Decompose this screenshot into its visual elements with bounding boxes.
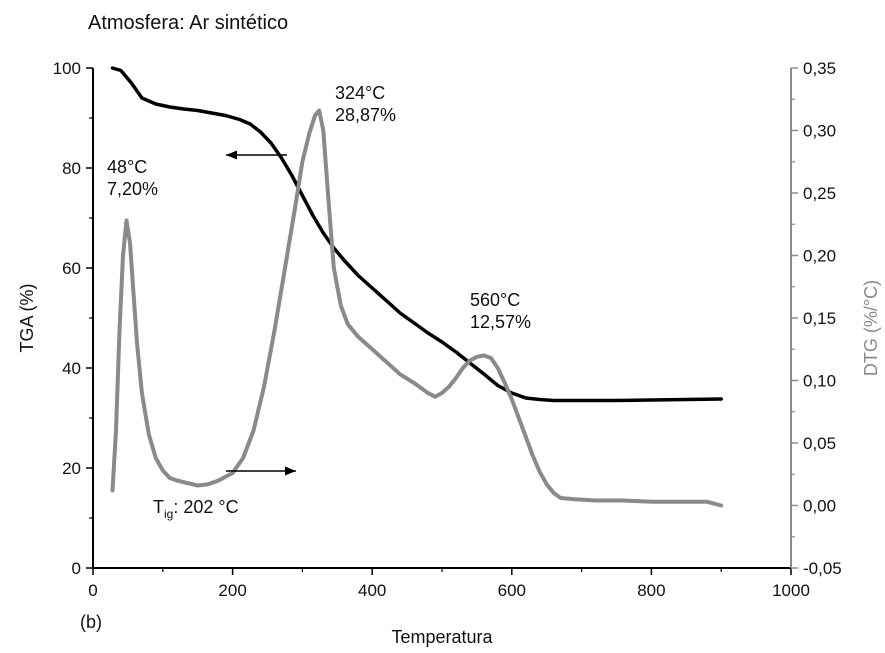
y-left-tick-label: 40	[62, 359, 81, 378]
peak-annotation-temp: 324°C	[335, 83, 385, 103]
axes: 0 200 400 600 800 1000 0 20 40 60 80 100 -0,05 0,00 0,…	[17, 59, 881, 647]
y-right-tick-label: 0,05	[803, 434, 836, 453]
ignition-temperature-label: Tig: 202 °C	[153, 497, 239, 521]
dtg-axis-arrow-head	[285, 466, 296, 476]
peak-annotation-temp: 560°C	[470, 290, 520, 310]
x-tick-label: 1000	[772, 581, 810, 600]
y-right-tick-label: 0,20	[803, 247, 836, 266]
curves	[110, 66, 724, 508]
x-tick-label: 400	[358, 581, 386, 600]
peak-annotation-loss: 12,57%	[470, 312, 531, 332]
y-right-tick-label: 0,30	[803, 122, 836, 141]
peak-annotation-loss: 28,87%	[335, 105, 396, 125]
x-tick-label: 800	[637, 581, 665, 600]
y-left-tick-label: 60	[62, 259, 81, 278]
peak-annotation-loss: 7,20%	[107, 179, 158, 199]
chart-title: Atmosfera: Ar sintético	[88, 12, 289, 34]
y-right-tick-label: 0,10	[803, 372, 836, 391]
y-axis-left-title: TGA (%)	[17, 283, 37, 352]
panel-label: (b)	[80, 612, 102, 632]
x-tick-label: 200	[218, 581, 246, 600]
tga-axis-arrow-head	[226, 150, 237, 160]
y-left-tick-label: 0	[72, 559, 81, 578]
x-tick-label: 600	[498, 581, 526, 600]
tga-curve	[110, 66, 723, 403]
y-right-tick-label: 0,25	[803, 184, 836, 203]
x-tick-label: 0	[88, 581, 97, 600]
y-right-tick-label: 0,15	[803, 309, 836, 328]
y-axis-right-title: DTG (%/°C)	[861, 280, 881, 376]
y-right-tick-label: 0,35	[803, 59, 836, 78]
x-axis-title: Temperatura	[391, 627, 493, 647]
y-right-tick-label: 0,00	[803, 497, 836, 516]
peak-annotation-temp: 48°C	[107, 157, 147, 177]
y-left-tick-label: 80	[62, 159, 81, 178]
y-left-tick-label: 20	[62, 459, 81, 478]
y-left-tick-label: 100	[53, 59, 81, 78]
labels: 48°C7,20% 324°C28,87% 560°C12,57% Tig: 202 …	[107, 83, 531, 521]
y-right-tick-label: -0,05	[803, 559, 842, 578]
dtg-curve	[110, 108, 724, 508]
